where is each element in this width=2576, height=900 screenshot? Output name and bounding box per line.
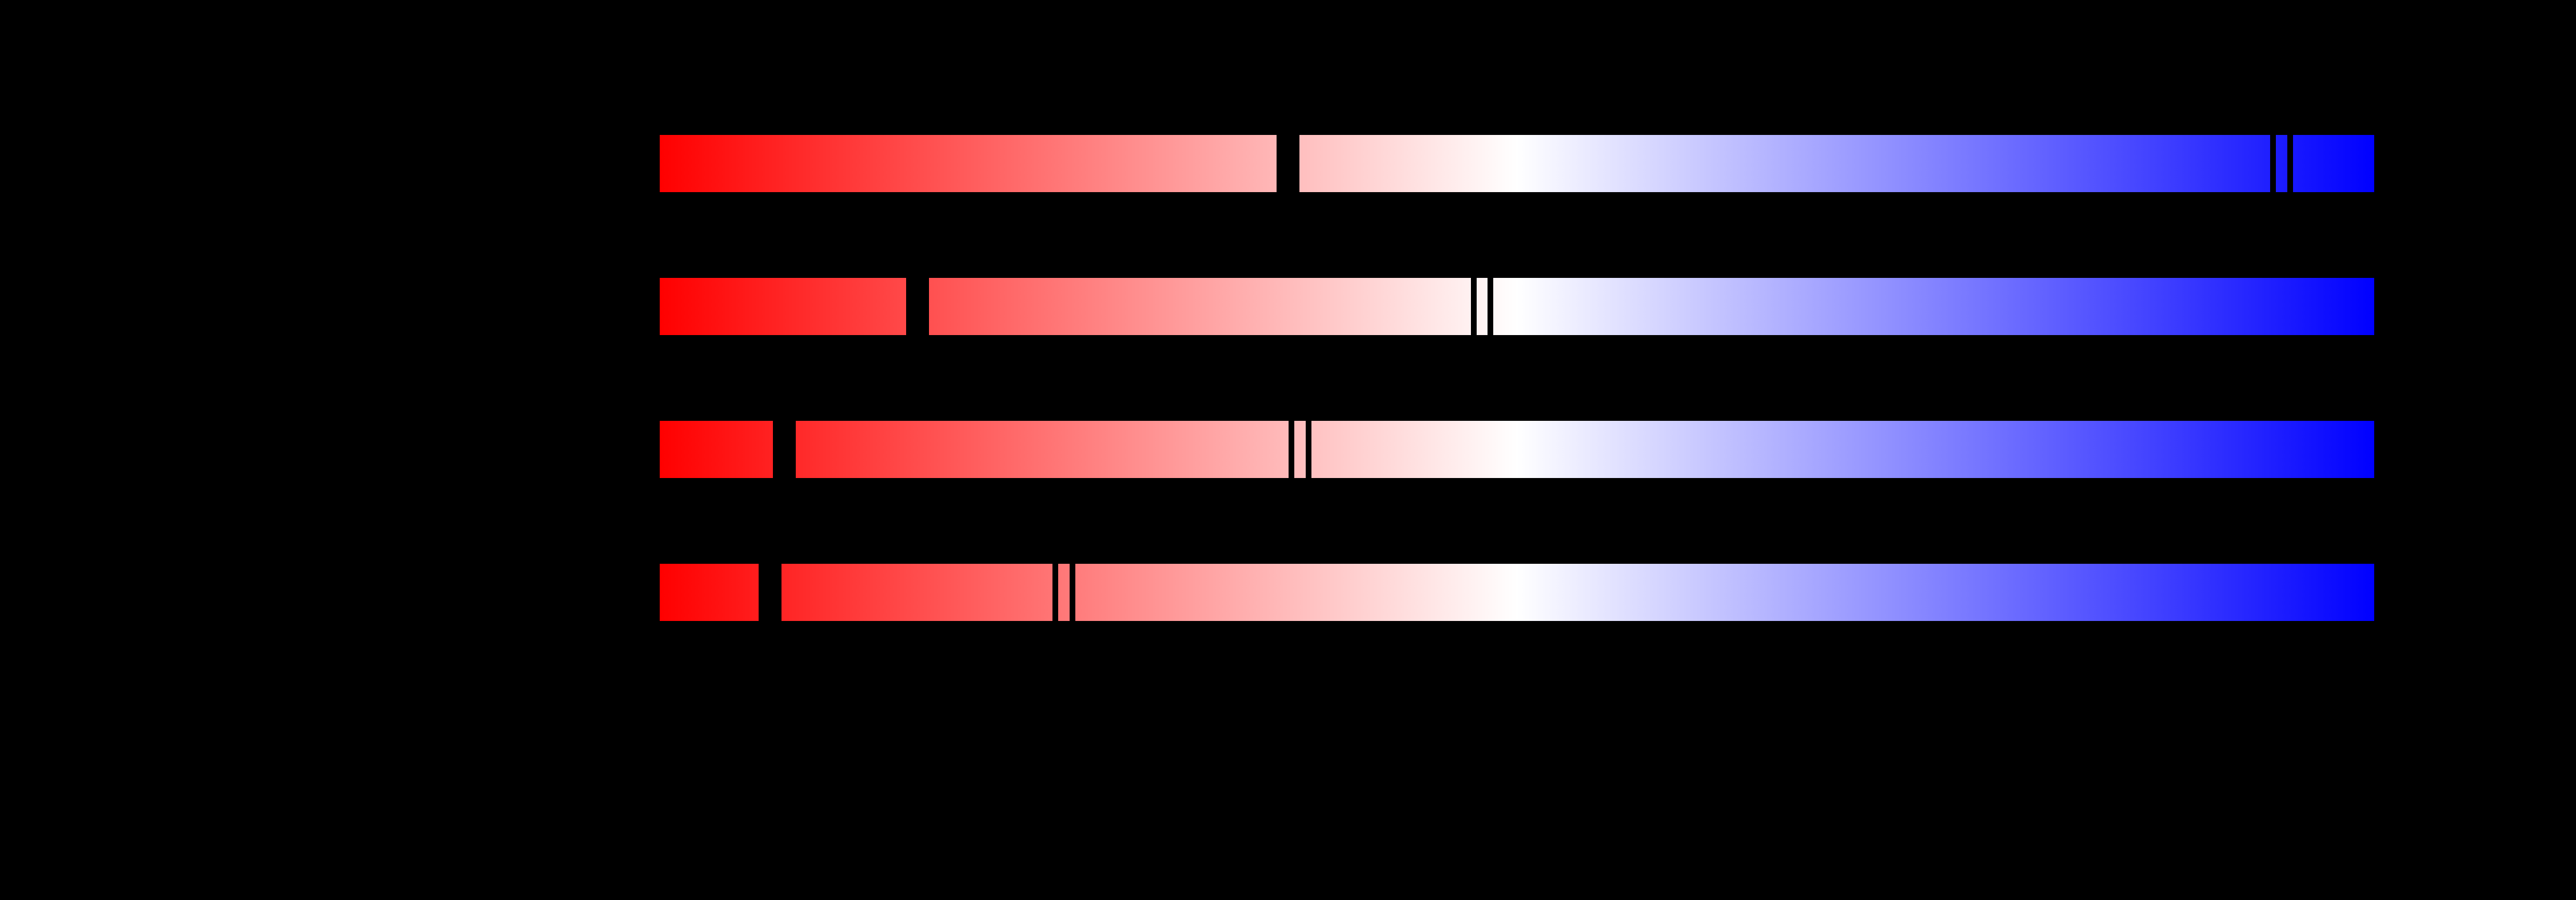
- gradient-bar-row-2: [660, 278, 2374, 335]
- thin-marker-line: [1069, 564, 1075, 621]
- thick-marker-line: [758, 564, 781, 621]
- thick-marker-line: [1277, 135, 1300, 192]
- thin-marker-line: [2270, 135, 2276, 192]
- thick-marker-line: [906, 278, 930, 335]
- gradient-bar-row-4: [660, 564, 2374, 621]
- thin-marker-line: [1052, 564, 1058, 621]
- thick-marker-line: [773, 421, 796, 478]
- thin-marker-line: [1488, 278, 1493, 335]
- thin-marker-line: [1288, 421, 1294, 478]
- thin-marker-line: [2287, 135, 2294, 192]
- thin-marker-line: [1306, 421, 1312, 478]
- gradient-bar-row-3: [660, 421, 2374, 478]
- gradient-bar-row-1: [660, 135, 2374, 192]
- thin-marker-line: [1470, 278, 1477, 335]
